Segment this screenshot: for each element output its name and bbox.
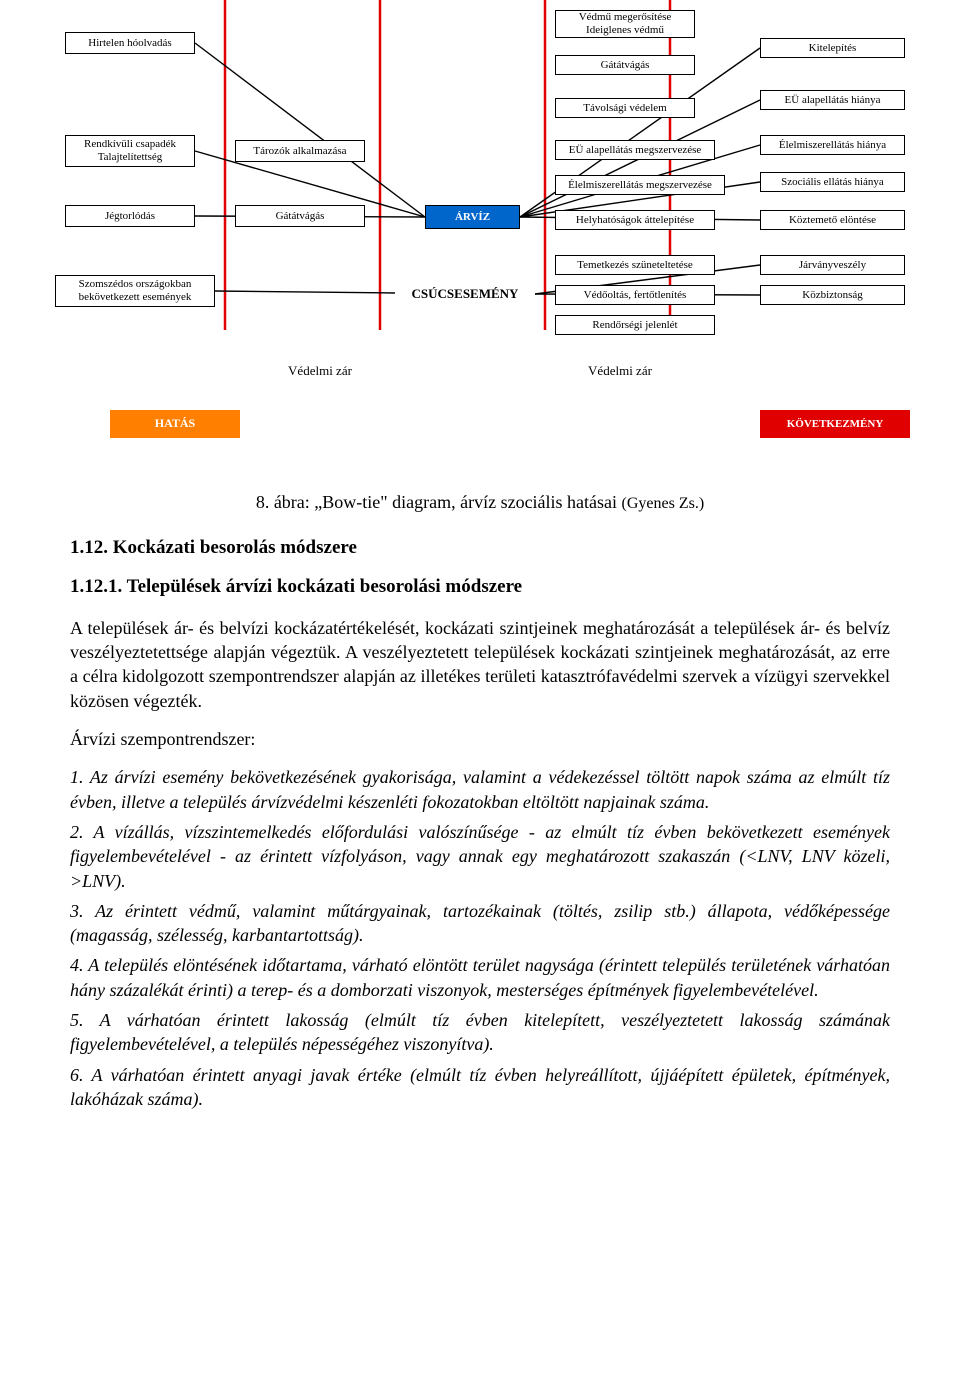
kovetkezmeny-label: KÖVETKEZMÉNY: [760, 410, 910, 438]
cause-0: Hirtelen hóolvadás: [65, 32, 195, 54]
consequence-2: Élelmiszerellátás hiánya: [760, 135, 905, 155]
recovery-8: Rendőrségi jelenlét: [555, 315, 715, 335]
recovery-5: Helyhatóságok áttelepítése: [555, 210, 715, 230]
diagram-lines: [0, 0, 960, 460]
recovery-3: EÜ alapellátás megszervezése: [555, 140, 715, 160]
consequence-5: Járványveszély: [760, 255, 905, 275]
criteria-item-2: 2. A vízállás, vízszintemelkedés előford…: [70, 820, 890, 893]
figure-caption: 8. ábra: „Bow-tie" diagram, árvíz szociá…: [70, 490, 890, 515]
recovery-4: Élelmiszerellátás megszervezése: [555, 175, 725, 195]
bowtie-diagram: ÁRVÍZ CSÚCSESEMÉNY Hirtelen hóolvadás Rendk…: [0, 0, 960, 460]
criteria-item-4: 4. A település elöntésének időtartama, v…: [70, 953, 890, 1002]
criteria-item-6: 6. A várhatóan érintett anyagi javak ért…: [70, 1063, 890, 1112]
caption-title: „Bow-tie" diagram, árvíz szociális hatás…: [314, 492, 617, 512]
consequence-4: Köztemető elöntése: [760, 210, 905, 230]
consequence-1: EÜ alapellátás hiánya: [760, 90, 905, 110]
section-1-12: 1.12. Kockázati besorolás módszere: [70, 535, 890, 561]
paragraph-intro: A települések ár- és belvízi kockázatért…: [70, 616, 890, 713]
document-body: 8. ábra: „Bow-tie" diagram, árvíz szociá…: [0, 490, 960, 1157]
criteria-item-1: 1. Az árvízi esemény bekövetkezésének gy…: [70, 765, 890, 814]
recovery-6: Temetkezés szüneteltetése: [555, 255, 715, 275]
caption-source: (Gyenes Zs.): [622, 495, 705, 512]
left-control-1: Gátátvágás: [235, 205, 365, 227]
criteria-item-3: 3. Az érintett védmű, valamint műtárgyai…: [70, 899, 890, 948]
section-1-12-1: 1.12.1. Települések árvízi kockázati bes…: [70, 574, 890, 600]
left-control-0: Tározók alkalmazása: [235, 140, 365, 162]
vedelmi-zar-right: Védelmi zár: [560, 360, 680, 382]
consequence-0: Kitelepítés: [760, 38, 905, 58]
criteria-list: 1. Az árvízi esemény bekövetkezésének gy…: [70, 765, 890, 1111]
consequence-3: Szociális ellátás hiánya: [760, 172, 905, 192]
consequence-6: Közbiztonság: [760, 285, 905, 305]
cause-1: Rendkívüli csapadékTalajtelítettség: [65, 135, 195, 167]
recovery-2: Távolsági védelem: [555, 98, 695, 118]
hatas-label: HATÁS: [110, 410, 240, 438]
center-arviz: ÁRVÍZ: [425, 205, 520, 229]
cause-2: Jégtorlódás: [65, 205, 195, 227]
criteria-item-5: 5. A várhatóan érintett lakosság (elmúlt…: [70, 1008, 890, 1057]
vedelmi-zar-left: Védelmi zár: [260, 360, 380, 382]
recovery-0: Védmű megerősítéseIdeiglenes védmű: [555, 10, 695, 38]
cause-3: Szomszédos országokbanbekövetkezett esem…: [55, 275, 215, 307]
caption-number: 8. ábra:: [256, 492, 310, 512]
recovery-7: Védőoltás, fertőtlenítés: [555, 285, 715, 305]
recovery-1: Gátátvágás: [555, 55, 695, 75]
page: ÁRVÍZ CSÚCSESEMÉNY Hirtelen hóolvadás Rendk…: [0, 0, 960, 1157]
center-csucsesemeny: CSÚCSESEMÉNY: [395, 282, 535, 306]
paragraph-criteria-lead: Árvízi szempontrendszer:: [70, 727, 890, 751]
